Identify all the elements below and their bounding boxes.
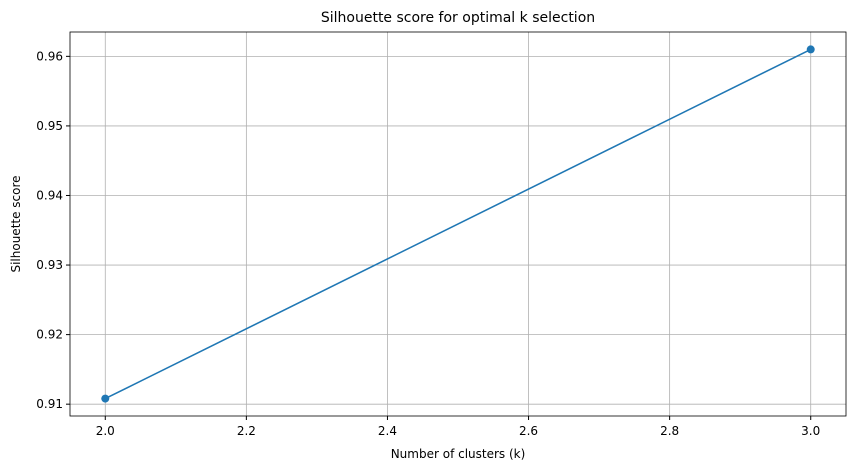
y-axis-label: Silhouette score (9, 175, 23, 272)
x-tick-label: 2.2 (237, 424, 256, 438)
x-tick-label: 3.0 (801, 424, 820, 438)
x-axis-label: Number of clusters (k) (391, 447, 526, 461)
y-tick-label: 0.96 (36, 49, 63, 63)
y-tick-label: 0.93 (36, 258, 63, 272)
y-tick-label: 0.94 (36, 188, 63, 202)
chart-title: Silhouette score for optimal k selection (321, 10, 595, 26)
marker (101, 394, 110, 403)
marker (806, 45, 815, 54)
x-tick-label: 2.0 (96, 424, 115, 438)
line (104, 48, 812, 400)
x-tick-label: 2.8 (660, 424, 679, 438)
y-tick-label: 0.95 (36, 119, 63, 133)
x-tick-label: 2.4 (378, 424, 397, 438)
x-tick-label: 2.6 (519, 424, 538, 438)
plot-frame (69, 31, 847, 417)
y-tick-label: 0.92 (36, 328, 63, 342)
y-tick-label: 0.91 (36, 397, 63, 411)
